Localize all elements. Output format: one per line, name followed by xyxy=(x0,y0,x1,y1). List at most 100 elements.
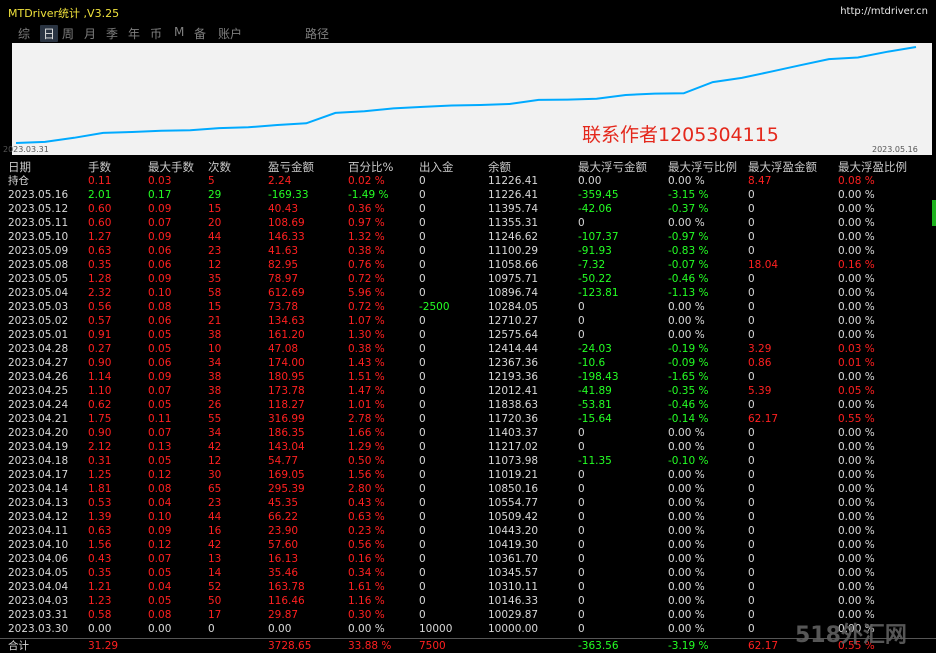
cell-count: 23 xyxy=(208,245,222,257)
cell-pct: 0.97 % xyxy=(348,217,385,229)
table-row: 2023.03.31 0.58 0.08 17 29.87 0.30 % 0 10029.87… xyxy=(0,608,936,622)
cell-count: 44 xyxy=(208,231,222,243)
cell-date: 2023.05.03 xyxy=(8,301,69,313)
cell-mflp: -0.35 % xyxy=(668,385,709,397)
chart-end-date: 2023.05.16 xyxy=(872,145,918,154)
cell-mflp: -0.37 % xyxy=(668,203,709,215)
table-row: 2023.05.10 1.27 0.09 44 146.33 1.32 % 0 11246.6… xyxy=(0,230,936,244)
cell-pl: 118.27 xyxy=(268,399,305,411)
column-header: 最大浮亏金额 xyxy=(578,160,647,174)
cell-pl: 23.90 xyxy=(268,525,299,537)
cell-date: 2023.05.01 xyxy=(8,329,69,341)
cell-balance: 10443.20 xyxy=(488,525,539,537)
tab-0[interactable]: 综 xyxy=(18,27,31,41)
window-title: MTDriver统计 ,V3.25 xyxy=(8,7,120,20)
cell-mfp: 0 xyxy=(748,511,755,523)
cell-max_lots: 0.00 xyxy=(148,623,172,635)
table-row: 2023.04.17 1.25 0.12 30 169.05 1.56 % 0 11019.2… xyxy=(0,468,936,482)
cell-io: 0 xyxy=(419,357,426,369)
cell-max_lots: 0.09 xyxy=(148,231,172,243)
table-row: 2023.04.10 1.56 0.12 42 57.60 0.56 % 0 10419.30… xyxy=(0,538,936,552)
cell-mfl: 0 xyxy=(578,511,585,523)
cell-max_lots: 0.06 xyxy=(148,315,172,327)
table-row: 2023.04.21 1.75 0.11 55 316.99 2.78 % 0 11720.3… xyxy=(0,412,936,426)
scroll-indicator[interactable] xyxy=(932,200,936,226)
tab-5[interactable]: 年 xyxy=(128,27,141,41)
cell-mfl: 0 xyxy=(578,469,585,481)
cell-mfp: 0 xyxy=(748,525,755,537)
cell-date: 2023.04.27 xyxy=(8,357,69,369)
cell-pct: 0.38 % xyxy=(348,245,385,257)
cell-count: 34 xyxy=(208,427,222,439)
cell-mfpp: 0.00 % xyxy=(838,469,875,481)
table-header: 日期 手数 最大手数 次数 盈亏金额 百分比% 出入金 余额 最大浮亏金额 最大浮亏比例 最大浮盈金… xyxy=(0,160,936,174)
cell-count: 38 xyxy=(208,385,222,397)
cell-date: 2023.05.10 xyxy=(8,231,69,243)
cell-io: 0 xyxy=(419,399,426,411)
tab-9[interactable]: 账户 xyxy=(218,27,243,41)
title-bar: MTDriver统计 ,V3.25 http://mtdriver.cn xyxy=(0,0,936,22)
column-header: 出入金 xyxy=(419,160,454,174)
tab-2[interactable]: 周 xyxy=(62,27,75,41)
cell-lots: 0.63 xyxy=(88,245,112,257)
cell-mflp: -0.09 % xyxy=(668,357,709,369)
cell-max_lots: 0.09 xyxy=(148,273,172,285)
cell-mfl: 0 xyxy=(578,525,585,537)
cell-io: 0 xyxy=(419,189,426,201)
cell-balance: 12575.64 xyxy=(488,329,539,341)
cell-mfl: -53.81 xyxy=(578,399,612,411)
cell-io: 0 xyxy=(419,581,426,593)
cell-pct: 0.00 % xyxy=(348,623,385,635)
cell-count: 14 xyxy=(208,567,222,579)
cell-date: 2023.04.14 xyxy=(8,483,69,495)
cell-mfp: 0 xyxy=(748,287,755,299)
table-row: 2023.04.06 0.43 0.07 13 16.13 0.16 % 0 10361.70… xyxy=(0,552,936,566)
table-row: 2023.04.26 1.14 0.09 38 180.95 1.51 % 0 12193.3… xyxy=(0,370,936,384)
cell-mfp: 0.86 xyxy=(748,357,772,369)
table-row: 2023.03.30 0.00 0.00 0 0.00 0.00 % 10000 10000.… xyxy=(0,622,936,636)
cell-io: 0 xyxy=(419,231,426,243)
cell-mflp: -1.65 % xyxy=(668,371,709,383)
cell-balance: 12710.27 xyxy=(488,315,539,327)
cell-mfl: -15.64 xyxy=(578,413,612,425)
cell-max_lots: 0.05 xyxy=(148,455,172,467)
cell-balance: 11720.36 xyxy=(488,413,539,425)
cell-mfpp: 0.05 % xyxy=(838,385,875,397)
tab-8[interactable]: 备 xyxy=(194,27,207,41)
site-logo: 518外汇网 xyxy=(795,623,907,648)
tab-7[interactable]: M xyxy=(174,25,185,39)
cell-balance: 11100.29 xyxy=(488,245,539,257)
cell-balance: 10310.11 xyxy=(488,581,539,593)
cell-pl: 0.00 xyxy=(268,623,292,635)
cell-pct: 0.72 % xyxy=(348,301,385,313)
cell-mfl: 0 xyxy=(578,329,585,341)
tab-3[interactable]: 月 xyxy=(84,27,97,41)
cell-pct: 0.30 % xyxy=(348,609,385,621)
table-row: 2023.04.12 1.39 0.10 44 66.22 0.63 % 0 10509.42… xyxy=(0,510,936,524)
cell-mfp: 0 xyxy=(748,441,755,453)
cell-pct: 1.30 % xyxy=(348,329,385,341)
cell-io: 0 xyxy=(419,595,426,607)
cell-balance: 10975.71 xyxy=(488,273,539,285)
cell-max_lots: 0.05 xyxy=(148,595,172,607)
cell-mflp: 0.00 % xyxy=(668,539,705,551)
website-link[interactable]: http://mtdriver.cn xyxy=(840,6,928,17)
cell-mfp: 0 xyxy=(748,483,755,495)
cell-date: 2023.04.12 xyxy=(8,511,69,523)
tab-1[interactable]: 日 xyxy=(40,25,59,42)
tab-6[interactable]: 币 xyxy=(150,27,163,41)
cell-max_lots: 0.09 xyxy=(148,371,172,383)
cell-count: 30 xyxy=(208,469,222,481)
cell-lots: 0.31 xyxy=(88,455,112,467)
cell-max_lots: 0.07 xyxy=(148,385,172,397)
cell-count: 12 xyxy=(208,259,222,271)
cell-mflp: 0.00 % xyxy=(668,175,705,187)
cell-mfp: 0 xyxy=(748,273,755,285)
cell-balance: 12414.44 xyxy=(488,343,539,355)
cell-lots: 1.14 xyxy=(88,371,112,383)
tab-10[interactable]: 路径 xyxy=(305,27,330,41)
tab-4[interactable]: 季 xyxy=(106,27,119,41)
cell-pct: 0.72 % xyxy=(348,273,385,285)
cell-count: 38 xyxy=(208,329,222,341)
column-header: 最大浮盈金额 xyxy=(748,160,817,174)
